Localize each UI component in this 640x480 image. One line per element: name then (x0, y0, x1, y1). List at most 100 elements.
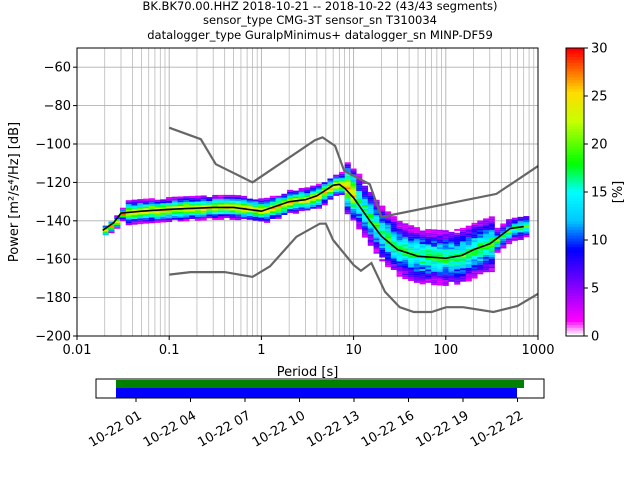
pdf-cell (200, 218, 207, 221)
pdf-cell (419, 268, 426, 271)
pdf-cell (125, 217, 132, 220)
pdf-cell (166, 202, 173, 205)
pdf-cell (385, 224, 392, 227)
pdf-cell (419, 265, 426, 268)
pdf-cell (390, 258, 397, 261)
pdf-cell (385, 245, 392, 248)
pdf-cell (304, 191, 311, 194)
pdf-cell (344, 164, 351, 167)
pdf-cell (350, 214, 357, 217)
timeline-tick-label: 10-22 13 (304, 408, 362, 450)
pdf-cell (281, 207, 288, 210)
pdf-cell (465, 264, 472, 267)
pdf-cell (362, 199, 369, 202)
pdf-cell (292, 202, 299, 205)
pdf-cell (454, 246, 461, 249)
pdf-cell (362, 218, 369, 221)
pdf-cell (483, 227, 490, 230)
x-axis-label: Period [s] (277, 365, 339, 380)
pdf-cell (436, 241, 443, 244)
pdf-cell (183, 211, 190, 214)
pdf-cell (459, 231, 467, 234)
pdf-cell (241, 205, 248, 208)
pdf-cell (396, 257, 403, 260)
pdf-cell (315, 185, 322, 188)
pdf-cell (269, 215, 276, 218)
pdf-cell (379, 259, 386, 262)
pdf-cell (396, 230, 403, 233)
pdf-cell (160, 214, 167, 217)
colorbar-segment (566, 131, 584, 135)
pdf-cell (477, 260, 484, 263)
pdf-cell (166, 218, 173, 221)
pdf-cell (235, 218, 242, 221)
pdf-cell (166, 216, 173, 219)
pdf-cell (500, 223, 507, 226)
pdf-cell (338, 187, 346, 190)
pdf-cell (477, 226, 484, 229)
pdf-cell (431, 269, 438, 272)
pdf-cell (454, 263, 461, 266)
pdf-cell (206, 197, 213, 200)
pdf-cell (465, 269, 472, 272)
pdf-cell (137, 202, 144, 205)
pdf-cell (385, 217, 392, 220)
pdf-cell (367, 199, 374, 202)
pdf-cell (310, 204, 317, 207)
colorbar-segment (566, 194, 584, 199)
pdf-cell (402, 246, 409, 249)
pdf-cell (143, 206, 150, 209)
pdf-cell (419, 245, 426, 248)
mean-curve (102, 183, 524, 260)
pdf-cell (373, 213, 380, 216)
pdf-cell (154, 220, 161, 223)
pdf-cell (442, 280, 449, 283)
pdf-cell (292, 190, 299, 193)
pdf-cell (200, 199, 207, 202)
pdf-cell (137, 216, 144, 219)
pdf-cell (362, 220, 369, 223)
pdf-cell (379, 251, 386, 254)
pdf-cell (275, 207, 282, 210)
pdf-cell (102, 233, 109, 236)
pdf-cell (362, 185, 369, 188)
pdf-cell (413, 257, 420, 260)
pdf-cell (477, 243, 484, 246)
pdf-cell (488, 250, 495, 253)
pdf-cell (431, 244, 438, 247)
pdf-cell (137, 222, 144, 225)
pdf-cell (471, 228, 478, 231)
title-line-1: BK.BK70.00.HHZ 2018-10-21 -- 2018-10-22 … (142, 0, 498, 13)
pdf-cell (281, 211, 288, 214)
pdf-cell (223, 202, 230, 205)
pdf-cell (148, 207, 155, 210)
pdf-cell (471, 263, 478, 266)
pdf-cell (264, 217, 271, 220)
pdf-cell (321, 199, 328, 202)
pdf-cell (413, 269, 420, 272)
colorbar-segment (566, 88, 584, 92)
pdf-cell (511, 238, 518, 241)
colorbar-segment (566, 137, 584, 141)
colorbar-segment (566, 157, 584, 161)
pdf-cell (252, 203, 259, 206)
colorbar-segment (566, 102, 584, 107)
pdf-cell (471, 268, 478, 271)
pdf-cell (506, 219, 513, 222)
timeline-tick-label: 10-22 07 (195, 408, 253, 450)
pdf-cell (356, 194, 363, 197)
pdf-cell (500, 231, 507, 234)
pdf-cell (194, 209, 201, 212)
pdf-cell (275, 205, 282, 208)
pdf-cell (125, 200, 132, 203)
pdf-cell (413, 280, 420, 283)
pdf-cell (264, 220, 271, 223)
pdf-cell (500, 238, 507, 241)
pdf-cell (408, 255, 415, 258)
colorbar-segment (566, 62, 584, 66)
pdf-cell (119, 209, 127, 212)
colorbar-segment (566, 215, 584, 219)
pdf-cell (148, 205, 155, 208)
pdf-cell (143, 215, 150, 218)
pdf-cell (477, 268, 484, 271)
